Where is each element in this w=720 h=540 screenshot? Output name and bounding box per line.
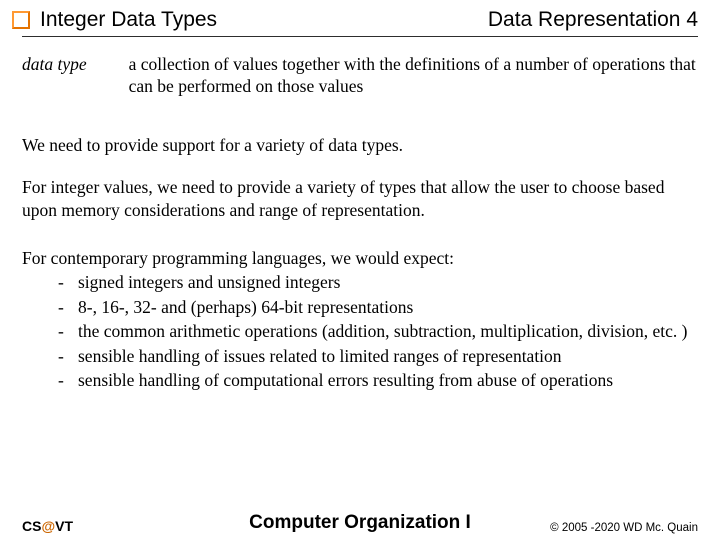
list-item: - the common arithmetic operations (addi…	[58, 320, 698, 342]
footer-cs: CS	[22, 518, 41, 534]
list-item: - signed integers and unsigned integers	[58, 271, 698, 293]
slide-content: data type a collection of values togethe…	[22, 37, 698, 391]
bullet-text: the common arithmetic operations (additi…	[78, 320, 687, 342]
bullet-text: sensible handling of computational error…	[78, 369, 613, 391]
bullet-dash-icon: -	[58, 296, 66, 318]
bullet-text: sensible handling of issues related to l…	[78, 345, 562, 367]
paragraph-2: For integer values, we need to provide a…	[22, 176, 698, 221]
footer-vt: VT	[55, 518, 73, 534]
bullet-list: - signed integers and unsigned integers …	[22, 271, 698, 391]
footer-at: @	[41, 518, 55, 534]
footer-left: CS@VT	[22, 518, 73, 534]
definition-row: data type a collection of values togethe…	[22, 53, 698, 98]
bullet-dash-icon: -	[58, 345, 66, 367]
section-page-label: Data Representation 4	[488, 8, 698, 32]
definition-term: data type	[22, 53, 87, 98]
expect-intro: For contemporary programming languages, …	[22, 247, 698, 269]
paragraph-1: We need to provide support for a variety…	[22, 134, 698, 156]
slide-footer: CS@VT Computer Organization I © 2005 -20…	[0, 518, 720, 534]
bullet-dash-icon: -	[58, 369, 66, 391]
bullet-text: 8-, 16-, 32- and (perhaps) 64-bit repres…	[78, 296, 413, 318]
bullet-dash-icon: -	[58, 320, 66, 342]
accent-square-icon	[12, 11, 30, 29]
slide-title: Integer Data Types	[40, 8, 217, 32]
bullet-text: signed integers and unsigned integers	[78, 271, 340, 293]
footer-right: © 2005 -2020 WD Mc. Quain	[550, 522, 698, 534]
definition-body: a collection of values together with the…	[129, 53, 698, 98]
list-item: - sensible handling of issues related to…	[58, 345, 698, 367]
bullet-dash-icon: -	[58, 271, 66, 293]
list-item: - sensible handling of computational err…	[58, 369, 698, 391]
slide-header: Integer Data Types Data Representation 4	[22, 8, 698, 32]
header-left: Integer Data Types	[22, 8, 217, 32]
list-item: - 8-, 16-, 32- and (perhaps) 64-bit repr…	[58, 296, 698, 318]
footer-center: Computer Organization I	[249, 512, 471, 534]
slide: Integer Data Types Data Representation 4…	[0, 0, 720, 540]
